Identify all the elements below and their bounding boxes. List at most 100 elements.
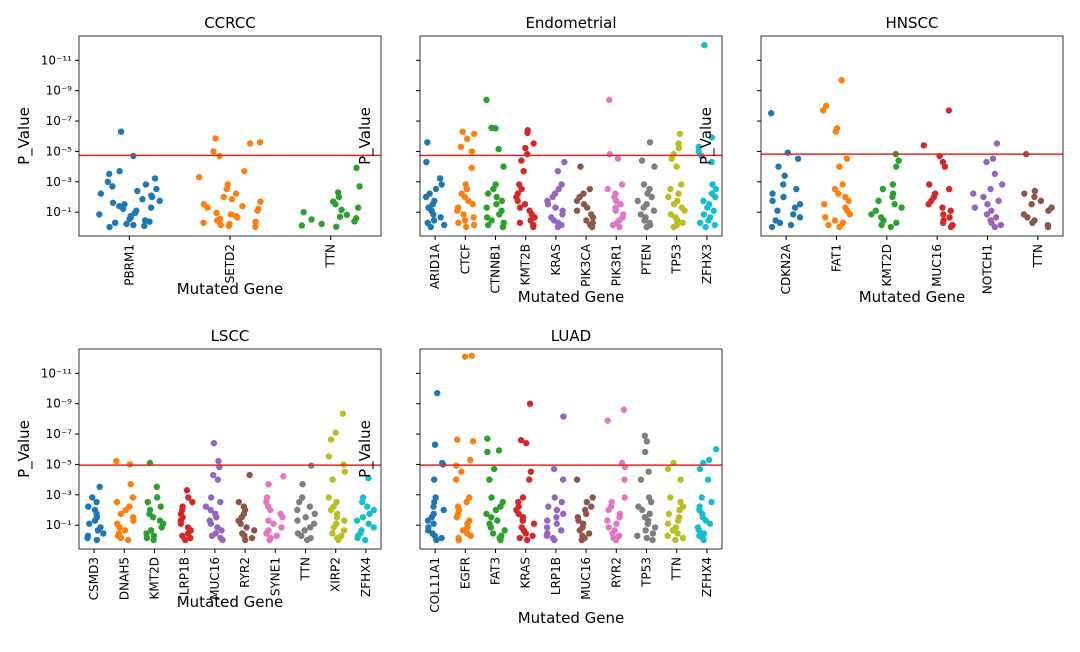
data-point (645, 494, 653, 501)
data-point (365, 474, 372, 482)
data-point (243, 524, 250, 531)
data-point (227, 211, 235, 218)
x-tick-label: TTN (299, 557, 313, 581)
data-point (189, 498, 196, 506)
data-point (220, 193, 227, 201)
x-axis-label: Mutated Gene (177, 280, 284, 298)
data-point (341, 517, 348, 524)
data-point (545, 503, 552, 510)
data-point (210, 148, 217, 155)
data-point (341, 468, 348, 475)
data-point (224, 181, 231, 188)
data-point (495, 145, 502, 153)
data-point (252, 218, 259, 225)
data-point (708, 158, 715, 166)
data-point (667, 211, 675, 218)
data-point (483, 96, 490, 104)
data-point (195, 174, 203, 181)
data-point (333, 510, 341, 518)
y-tick-label: 10⁻¹ (46, 205, 73, 219)
data-point (946, 214, 953, 221)
data-point (423, 158, 430, 166)
data-point (706, 214, 714, 221)
data-point (265, 517, 272, 524)
data-point (488, 494, 495, 501)
y-axis-label: P_Value (356, 420, 375, 478)
data-point (836, 223, 843, 231)
data-point (310, 520, 318, 527)
data-point (526, 207, 533, 214)
data-point (217, 534, 224, 542)
data-point (641, 432, 649, 440)
data-point (695, 148, 702, 155)
data-point (665, 193, 672, 201)
data-point (939, 158, 947, 166)
data-point (148, 192, 155, 199)
data-point (640, 181, 648, 188)
data-point (356, 183, 363, 190)
data-point (696, 465, 704, 473)
data-point (646, 219, 653, 227)
data-point (527, 468, 535, 475)
data-point (620, 211, 627, 218)
data-point (365, 520, 372, 527)
data-point (332, 429, 339, 436)
data-point (573, 476, 581, 483)
data-point (678, 181, 685, 188)
x-tick-label: SETD2 (223, 244, 237, 283)
data-point (700, 530, 708, 537)
data-point (426, 190, 433, 197)
y-tick-label: 10⁻³ (46, 175, 73, 189)
data-point (425, 524, 432, 531)
data-point (430, 217, 438, 224)
data-point (141, 222, 148, 230)
data-point (574, 514, 582, 521)
data-point (617, 201, 624, 208)
data-point (430, 510, 437, 518)
data-point (109, 199, 117, 206)
data-point (469, 438, 477, 445)
x-tick-label: LRP1B (549, 557, 563, 595)
subplot-title: HNSCC (886, 14, 939, 32)
data-point (925, 181, 933, 188)
data-point (1031, 193, 1038, 201)
data-point (875, 197, 882, 205)
data-point (492, 181, 499, 188)
axes-frame (419, 35, 723, 237)
data-point (945, 107, 953, 114)
data-point (200, 201, 208, 208)
x-tick-label: ZFHX4 (359, 557, 373, 597)
data-point (493, 193, 500, 201)
data-point (700, 211, 708, 218)
data-point (366, 510, 373, 518)
data-point (606, 96, 613, 104)
x-axis-label: Mutated Gene (859, 288, 966, 306)
data-point (704, 476, 712, 483)
data-point (133, 207, 140, 214)
subplot: LUAD P_Value COL11A1 EGFR FAT3 KRAS LRP1B MUC16… (356, 327, 723, 627)
x-tick-label: PIK3R1 (609, 244, 623, 286)
data-point (544, 197, 551, 205)
data-point (301, 527, 308, 534)
data-point (306, 503, 314, 510)
data-point (606, 150, 613, 158)
data-point (514, 190, 521, 197)
data-point (463, 223, 470, 231)
data-point (940, 211, 947, 218)
data-point (458, 190, 465, 197)
data-point (490, 465, 498, 473)
data-point (359, 494, 367, 501)
data-point (300, 208, 307, 216)
data-point (153, 483, 160, 491)
data-point (263, 494, 271, 501)
data-point (333, 498, 340, 506)
data-point (839, 219, 847, 227)
data-point (517, 436, 525, 444)
data-point (156, 517, 164, 524)
data-point (524, 127, 531, 134)
data-point (676, 514, 683, 521)
data-point (270, 520, 277, 527)
data-point (113, 498, 121, 506)
data-point (459, 128, 466, 135)
data-point (84, 532, 92, 540)
